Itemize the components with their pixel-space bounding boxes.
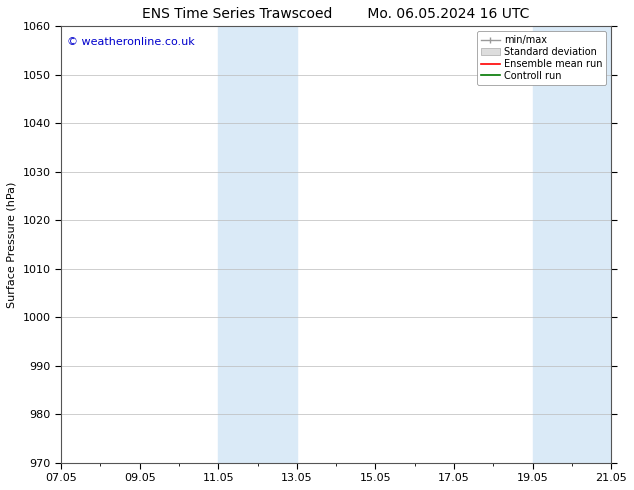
Title: ENS Time Series Trawscoed        Mo. 06.05.2024 16 UTC: ENS Time Series Trawscoed Mo. 06.05.2024… — [143, 7, 530, 21]
Bar — [533, 26, 611, 463]
Y-axis label: Surface Pressure (hPa): Surface Pressure (hPa) — [7, 181, 17, 308]
Bar — [218, 26, 297, 463]
Text: © weatheronline.co.uk: © weatheronline.co.uk — [67, 37, 194, 47]
Legend: min/max, Standard deviation, Ensemble mean run, Controll run: min/max, Standard deviation, Ensemble me… — [477, 31, 606, 85]
